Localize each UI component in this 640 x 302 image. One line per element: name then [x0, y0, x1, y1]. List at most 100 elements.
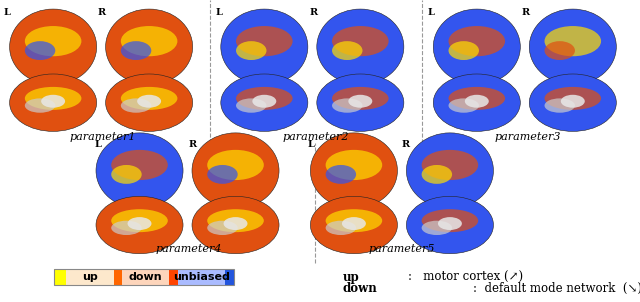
Ellipse shape: [332, 41, 362, 60]
Ellipse shape: [25, 26, 81, 56]
Ellipse shape: [236, 98, 266, 113]
Ellipse shape: [422, 165, 452, 184]
Ellipse shape: [433, 9, 520, 85]
Ellipse shape: [406, 133, 493, 208]
Text: R: R: [310, 8, 318, 17]
Ellipse shape: [326, 221, 356, 235]
Ellipse shape: [332, 26, 388, 56]
Ellipse shape: [111, 221, 141, 235]
Ellipse shape: [207, 165, 237, 184]
Ellipse shape: [25, 41, 55, 60]
Ellipse shape: [96, 133, 183, 208]
Ellipse shape: [236, 87, 292, 110]
Ellipse shape: [348, 95, 372, 108]
Bar: [122, 269, 170, 285]
Ellipse shape: [25, 87, 81, 110]
Ellipse shape: [207, 150, 264, 180]
Ellipse shape: [252, 95, 276, 108]
Ellipse shape: [106, 9, 193, 85]
Ellipse shape: [317, 9, 404, 85]
Ellipse shape: [221, 74, 308, 131]
Ellipse shape: [342, 217, 366, 230]
Text: R: R: [98, 8, 106, 17]
Ellipse shape: [121, 87, 177, 110]
Ellipse shape: [236, 41, 266, 60]
Ellipse shape: [449, 41, 479, 60]
Ellipse shape: [192, 133, 279, 208]
Text: L: L: [307, 140, 314, 149]
Ellipse shape: [561, 95, 585, 108]
Ellipse shape: [106, 74, 193, 131]
Ellipse shape: [121, 98, 151, 113]
Ellipse shape: [449, 98, 479, 113]
Ellipse shape: [545, 98, 575, 113]
Ellipse shape: [326, 209, 382, 232]
Text: down: down: [129, 272, 163, 282]
Ellipse shape: [111, 150, 168, 180]
Ellipse shape: [111, 209, 168, 232]
Ellipse shape: [406, 196, 493, 254]
Ellipse shape: [127, 217, 152, 230]
Ellipse shape: [529, 9, 616, 85]
Ellipse shape: [422, 150, 478, 180]
Ellipse shape: [433, 74, 520, 131]
Text: parameter1: parameter1: [69, 132, 136, 143]
Text: up: up: [342, 271, 359, 284]
Ellipse shape: [10, 74, 97, 131]
Text: :  default mode network  (↘): : default mode network (↘): [473, 282, 640, 295]
Text: L: L: [3, 8, 10, 17]
Text: unbiased: unbiased: [173, 272, 230, 282]
Text: parameter5: parameter5: [369, 244, 435, 254]
Ellipse shape: [10, 9, 97, 85]
Text: down: down: [342, 282, 377, 295]
Ellipse shape: [221, 9, 308, 85]
Bar: [113, 269, 122, 285]
Ellipse shape: [422, 221, 452, 235]
Ellipse shape: [529, 74, 616, 131]
Bar: [66, 269, 113, 285]
Text: parameter4: parameter4: [156, 244, 222, 254]
Text: R: R: [522, 8, 530, 17]
Ellipse shape: [332, 87, 388, 110]
Ellipse shape: [25, 98, 55, 113]
Ellipse shape: [121, 26, 177, 56]
Ellipse shape: [137, 95, 161, 108]
Bar: [54, 269, 66, 285]
Ellipse shape: [207, 209, 264, 232]
Ellipse shape: [317, 74, 404, 131]
Ellipse shape: [545, 87, 601, 110]
Bar: [225, 269, 234, 285]
Ellipse shape: [449, 87, 505, 110]
Ellipse shape: [223, 217, 248, 230]
Ellipse shape: [207, 221, 237, 235]
Ellipse shape: [41, 95, 65, 108]
Ellipse shape: [326, 150, 382, 180]
Ellipse shape: [236, 26, 292, 56]
Text: L: L: [428, 8, 435, 17]
Text: L: L: [216, 8, 223, 17]
Text: up: up: [82, 272, 98, 282]
Text: R: R: [402, 140, 410, 149]
Text: parameter3: parameter3: [495, 132, 561, 143]
Text: L: L: [95, 140, 102, 149]
Text: R: R: [189, 140, 197, 149]
Ellipse shape: [111, 165, 141, 184]
Ellipse shape: [438, 217, 462, 230]
Ellipse shape: [465, 95, 489, 108]
Ellipse shape: [545, 26, 601, 56]
Ellipse shape: [310, 196, 397, 254]
Text: :   motor cortex (↗): : motor cortex (↗): [408, 271, 523, 284]
Ellipse shape: [326, 165, 356, 184]
Ellipse shape: [449, 26, 505, 56]
Bar: [178, 269, 225, 285]
Ellipse shape: [121, 41, 151, 60]
Text: parameter2: parameter2: [282, 132, 349, 143]
Bar: [170, 269, 178, 285]
Bar: [54, 269, 234, 285]
Ellipse shape: [192, 196, 279, 254]
Ellipse shape: [96, 196, 183, 254]
Ellipse shape: [332, 98, 362, 113]
Ellipse shape: [545, 41, 575, 60]
Ellipse shape: [310, 133, 397, 208]
Ellipse shape: [422, 209, 478, 232]
